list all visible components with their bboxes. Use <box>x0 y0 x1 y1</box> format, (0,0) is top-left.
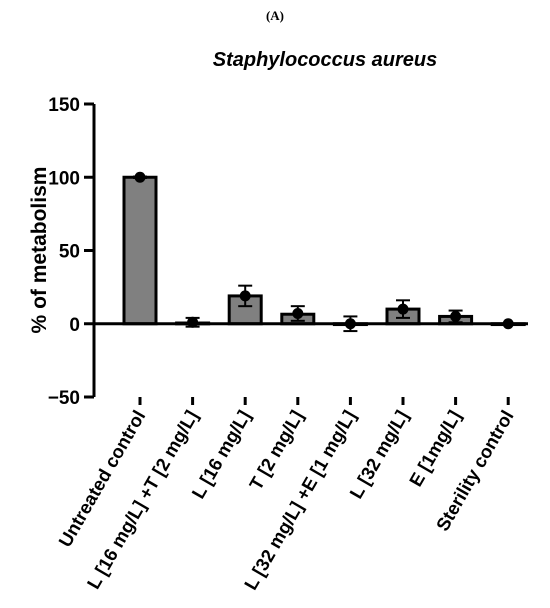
panel-label: (A) <box>265 8 285 23</box>
data-point <box>344 318 356 330</box>
y-tick-label: 100 <box>48 168 80 189</box>
bar <box>122 175 158 326</box>
data-point <box>292 307 304 319</box>
y-tick-label: 50 <box>59 242 80 263</box>
x-tick-label: E [1mg/L] <box>405 407 465 490</box>
y-tick-label: −50 <box>48 388 80 409</box>
data-point <box>187 316 199 328</box>
chart-title: Staphylococcus aureus <box>213 49 438 71</box>
x-tick-label: L [32 mg/L] +E [1 mg/L] <box>240 407 360 594</box>
data-point <box>134 171 146 183</box>
data-point <box>502 318 514 330</box>
data-point <box>450 310 462 322</box>
y-axis-label: % of metabolism <box>28 167 51 334</box>
data-point <box>397 303 409 315</box>
y-tick-label: 0 <box>69 315 80 336</box>
data-point <box>239 290 251 302</box>
y-tick-label: 150 <box>48 95 80 116</box>
